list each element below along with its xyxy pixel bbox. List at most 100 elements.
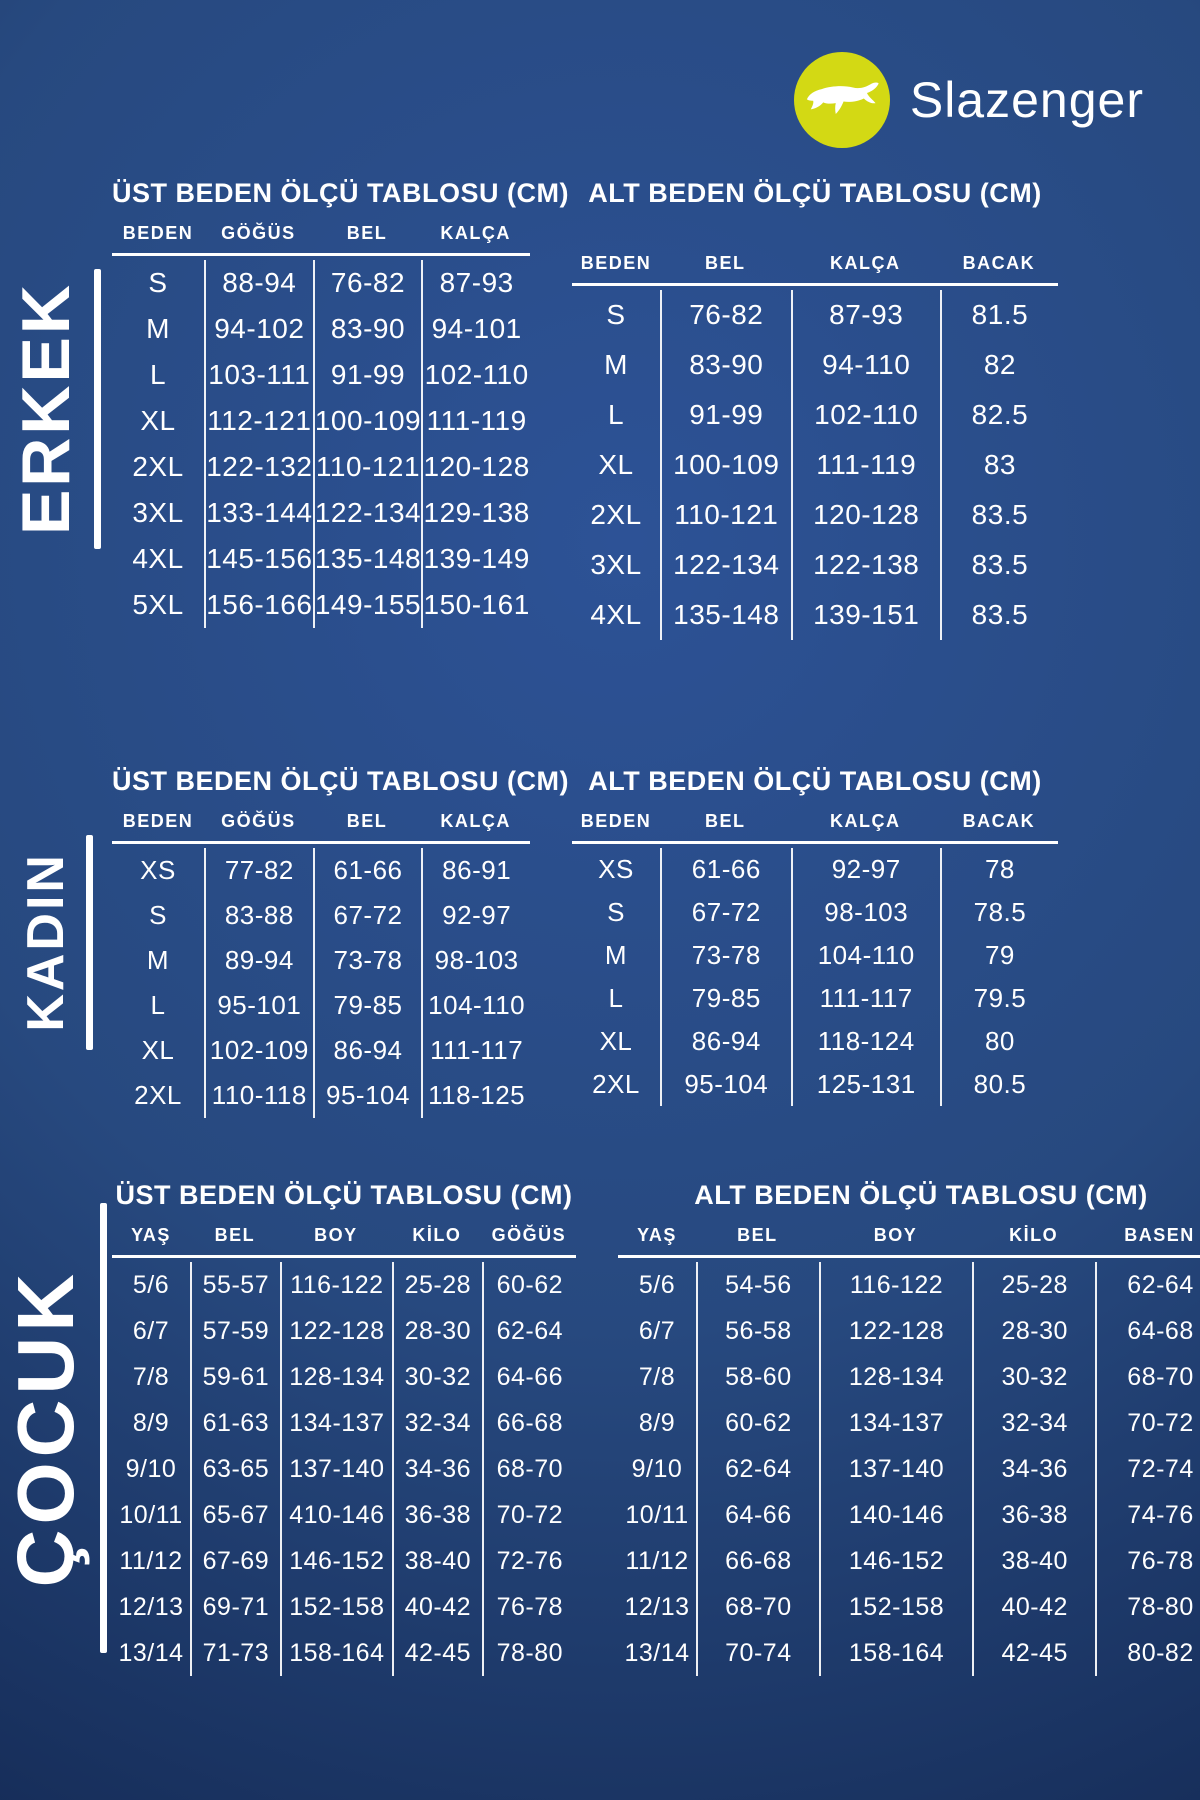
table-row: L 91-99 102-110 82.5 xyxy=(572,390,1058,440)
table-cell: 5/6 xyxy=(638,1270,676,1299)
table-row: 9/10 62-64 137-140 34-36 72-74 xyxy=(618,1446,1200,1492)
column-header: BEL xyxy=(705,811,746,831)
column-header: BOY xyxy=(873,1225,918,1245)
table-cell: 83.5 xyxy=(939,590,1058,640)
section-erkek: ERKEK ÜST BEDEN ÖLÇÜ TABLOSU (CM) BEDEN G… xyxy=(0,178,1180,640)
section-label-text: KADIN xyxy=(16,852,75,1032)
table-row: 10/11 65-67 410-146 36-38 70-72 xyxy=(112,1492,576,1538)
table-cell: 30-32 xyxy=(391,1354,482,1400)
table-cell: 3XL xyxy=(132,497,184,528)
table-cell: 134-137 xyxy=(818,1400,972,1446)
column-header: BEL xyxy=(214,1225,256,1245)
table-row: XS 77-82 61-66 86-91 xyxy=(112,848,530,893)
table-cell: 83-90 xyxy=(312,306,422,352)
table-cell: 95-104 xyxy=(660,1063,791,1106)
table-row: S 88-94 76-82 87-93 xyxy=(112,260,530,306)
table-cell: 64-66 xyxy=(696,1492,819,1538)
table-cell: 62-64 xyxy=(1095,1262,1200,1308)
table-cell: 88-94 xyxy=(204,260,313,306)
table-cell: 8/9 xyxy=(638,1408,676,1437)
table-cell: 76-78 xyxy=(481,1584,576,1630)
column-header: BEDEN xyxy=(122,811,194,831)
table-cell: 30-32 xyxy=(972,1354,1095,1400)
table-row: 2XL 110-118 95-104 118-125 xyxy=(112,1073,530,1118)
table-cell: 11/12 xyxy=(119,1546,183,1575)
table-cell: 73-78 xyxy=(660,934,791,977)
table-cell: 129-138 xyxy=(421,490,530,536)
label-divider-bar xyxy=(99,1203,107,1653)
table-row: M 73-78 104-110 79 xyxy=(572,934,1058,977)
table-cell: 410-146 xyxy=(279,1492,392,1538)
table-cell: 128-134 xyxy=(818,1354,972,1400)
table-cell: 122-134 xyxy=(660,540,791,590)
table-cell: 79-85 xyxy=(660,977,791,1020)
column-header: BACAK xyxy=(962,811,1036,831)
table-cell: 98-103 xyxy=(421,938,530,983)
table-row: 13/14 71-73 158-164 42-45 78-80 xyxy=(112,1630,576,1676)
section-label-kadin: KADIN xyxy=(0,834,112,1050)
table-cell: 4XL xyxy=(132,543,184,574)
table-cell: 91-99 xyxy=(660,390,791,440)
table-cell: 5/6 xyxy=(132,1270,170,1299)
table-cell: L xyxy=(150,990,166,1020)
section-tables: ÜST BEDEN ÖLÇÜ TABLOSU (CM) BEDEN GÖĞÜS BE… xyxy=(112,178,1180,640)
table-header-row: BEDEN BEL KALÇA BACAK xyxy=(572,811,1058,844)
table-cell: 110-121 xyxy=(660,490,791,540)
table-row: 7/8 59-61 128-134 30-32 64-66 xyxy=(112,1354,576,1400)
table-cell: S xyxy=(607,897,625,927)
table-cell: 100-109 xyxy=(660,440,791,490)
table-cell: 158-164 xyxy=(818,1630,972,1676)
table-cell: 38-40 xyxy=(972,1538,1095,1584)
table-cell: 25-28 xyxy=(391,1262,482,1308)
table-cell: 79 xyxy=(939,934,1058,977)
column-header: GÖĞÜS xyxy=(221,223,296,243)
table-cell: 5XL xyxy=(132,589,184,620)
column-header: YAŞ xyxy=(131,1225,171,1245)
table-cell: 87-93 xyxy=(790,290,940,340)
column-header: KALÇA xyxy=(440,223,511,243)
table-cell: 9/10 xyxy=(631,1454,683,1483)
table-row: 4XL 145-156 135-148 139-149 xyxy=(112,536,530,582)
table-cell: 55-57 xyxy=(190,1262,280,1308)
section-cocuk: ÇOCUK ÜST BEDEN ÖLÇÜ TABLOSU (CM) YAŞ BEL… xyxy=(0,1180,1200,1676)
table-cell: 2XL xyxy=(132,451,184,482)
column-header: BEL xyxy=(705,253,746,273)
table-cell: 95-104 xyxy=(312,1073,422,1118)
table-cell: 102-110 xyxy=(790,390,940,440)
table-title: ALT BEDEN ÖLÇÜ TABLOSU (CM) xyxy=(588,178,1042,208)
table-cell: M xyxy=(604,349,628,380)
table-cell: 2XL xyxy=(590,499,642,530)
table-row: 2XL 122-132 110-121 120-128 xyxy=(112,444,530,490)
table-cell: 92-97 xyxy=(790,848,940,891)
table-row: 8/9 61-63 134-137 32-34 66-68 xyxy=(112,1400,576,1446)
table-cell: 104-110 xyxy=(421,983,530,1028)
table-cell: 82.5 xyxy=(939,390,1058,440)
table-header-row: YAŞ BEL BOY KİLO GÖĞÜS xyxy=(112,1225,576,1258)
table-cell: 94-110 xyxy=(790,340,940,390)
table-cell: 104-110 xyxy=(790,934,940,977)
table-cell: 120-128 xyxy=(790,490,940,540)
table-header-row: BEDEN GÖĞÜS BEL KALÇA xyxy=(112,811,530,844)
table-cell: 110-118 xyxy=(204,1073,313,1118)
table-cell: 78.5 xyxy=(939,891,1058,934)
table-cell: 58-60 xyxy=(696,1354,819,1400)
table-cell: 139-149 xyxy=(421,536,530,582)
table-cell: 54-56 xyxy=(696,1262,819,1308)
table-row: M 89-94 73-78 98-103 xyxy=(112,938,530,983)
table-cell: 73-78 xyxy=(312,938,422,983)
table-row: L 95-101 79-85 104-110 xyxy=(112,983,530,1028)
table-cell: 79-85 xyxy=(312,983,422,1028)
table-cell: 83-90 xyxy=(660,340,791,390)
label-divider-bar xyxy=(93,269,101,549)
table-cell: XL xyxy=(140,405,176,436)
table-cell: 13/14 xyxy=(624,1638,690,1667)
table-row: L 79-85 111-117 79.5 xyxy=(572,977,1058,1020)
table-cell: S xyxy=(148,267,168,298)
column-header: BEL xyxy=(346,223,388,243)
table-cell: 118-125 xyxy=(421,1073,530,1118)
column-header: BASEN xyxy=(1124,1225,1195,1245)
table-cell: 122-128 xyxy=(279,1308,392,1354)
table-cell: 72-76 xyxy=(481,1538,576,1584)
table-cell: 7/8 xyxy=(132,1362,170,1391)
section-label-cocuk: ÇOCUK xyxy=(0,1203,112,1653)
